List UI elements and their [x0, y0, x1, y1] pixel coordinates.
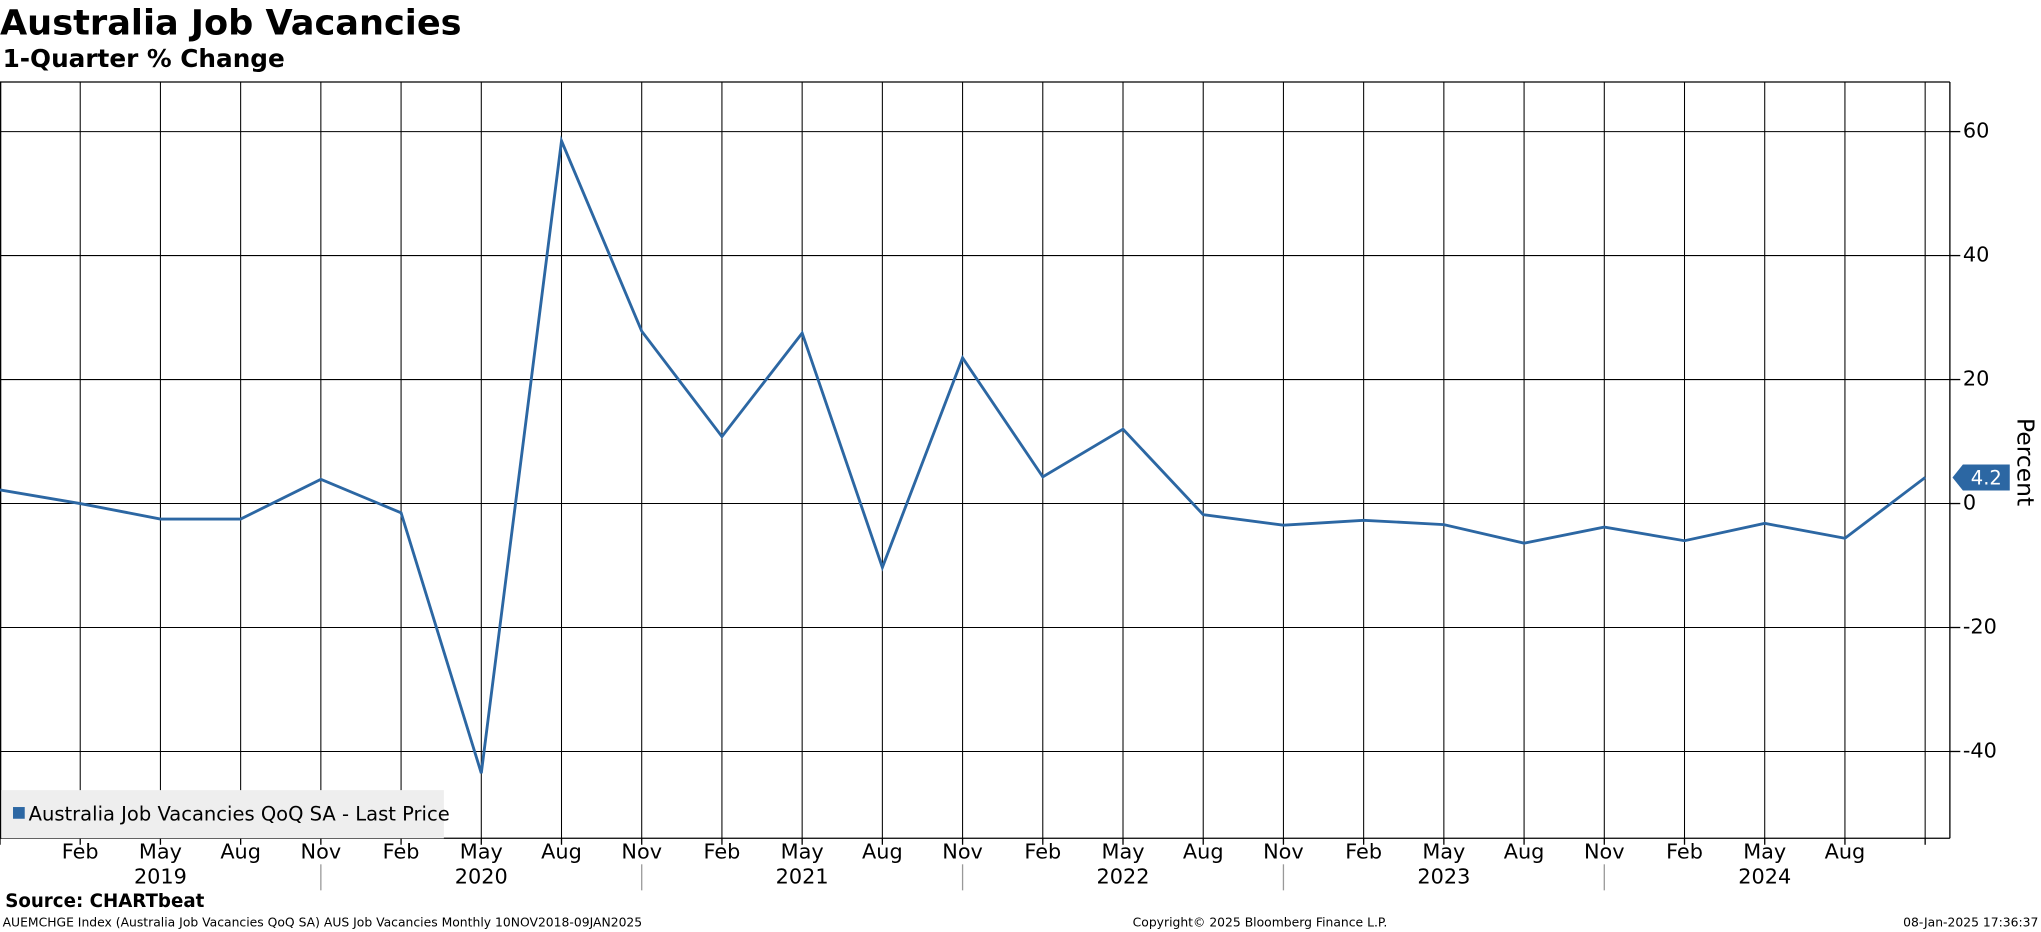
y-tick-label: 0: [1963, 491, 1976, 515]
x-tick-label: Aug: [220, 840, 261, 864]
x-tick-label: Feb: [383, 840, 420, 864]
x-tick-label: Feb: [1024, 840, 1061, 864]
x-tick-label: Feb: [1345, 840, 1382, 864]
x-year-label: 2019: [134, 864, 187, 888]
y-tick-label: 60: [1963, 119, 1989, 143]
x-tick-label: May: [781, 840, 824, 864]
x-tick-label: May: [1743, 840, 1786, 864]
x-tick-label: Nov: [1584, 840, 1625, 864]
last-value-box: [1952, 464, 2010, 491]
x-tick-label: Feb: [704, 840, 741, 864]
data-line: [0, 135, 1927, 774]
legend-label: Australia Job Vacancies QoQ SA - Last Pr…: [29, 802, 450, 825]
x-tick-label: Nov: [301, 840, 342, 864]
x-tick-label: Aug: [1504, 840, 1545, 864]
y-tick-label: 20: [1963, 367, 1989, 391]
x-tick-label: Aug: [1183, 840, 1224, 864]
x-tick-label: Nov: [621, 840, 662, 864]
last-value-label: 4.2: [1971, 466, 2002, 489]
y-axis-label: Percent: [2012, 418, 2040, 506]
x-tick-label: Aug: [1825, 840, 1866, 864]
x-tick-label: Feb: [1666, 840, 1703, 864]
x-year-label: 2024: [1738, 864, 1791, 888]
legend-box: [1, 790, 444, 839]
x-year-label: 2022: [1097, 864, 1150, 888]
footer-left: AUEMCHGE Index (Australia Job Vacancies …: [3, 915, 643, 929]
x-year-label: 2020: [455, 864, 508, 888]
y-tick-label: -40: [1963, 738, 1997, 762]
source: Source: CHARTbeat: [5, 891, 204, 912]
x-year-label: 2021: [776, 864, 829, 888]
x-tick-label: Feb: [62, 840, 99, 864]
x-tick-label: May: [139, 840, 182, 864]
chart-title: Australia Job Vacancies: [0, 3, 462, 44]
x-tick-label: May: [1422, 840, 1465, 864]
x-tick-label: May: [460, 840, 503, 864]
x-tick-label: Aug: [862, 840, 903, 864]
x-tick-label: May: [1101, 840, 1144, 864]
chart-subtitle: 1-Quarter % Change: [3, 44, 285, 73]
x-year-label: 2023: [1417, 864, 1470, 888]
x-tick-label: Aug: [541, 840, 582, 864]
x-tick-label: Nov: [1263, 840, 1304, 864]
legend-swatch: [13, 807, 25, 819]
x-tick-label: Nov: [942, 840, 983, 864]
footer-center: Copyright© 2025 Bloomberg Finance L.P.: [1133, 915, 1388, 929]
y-tick-label: -20: [1963, 615, 1997, 639]
y-tick-label: 40: [1963, 243, 1989, 267]
footer-right: 08-Jan-2025 17:36:37: [1903, 915, 2038, 929]
